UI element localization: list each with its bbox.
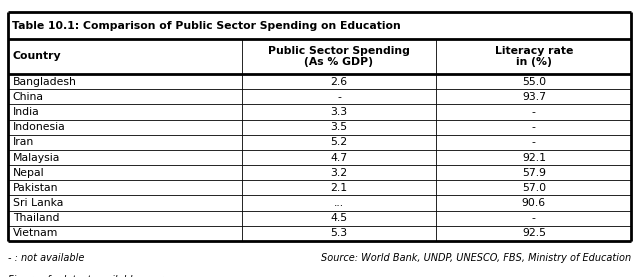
Text: Country: Country [13,52,61,61]
Text: Thailand: Thailand [13,213,59,223]
Text: -: - [532,137,536,147]
Text: 55.0: 55.0 [522,77,546,87]
Text: 93.7: 93.7 [522,92,546,102]
Text: China: China [13,92,44,102]
Text: Pakistan: Pakistan [13,183,58,193]
Text: ...: ... [334,198,344,208]
Text: -: - [337,92,341,102]
Text: Malaysia: Malaysia [13,153,60,163]
Text: 92.1: 92.1 [522,153,546,163]
Text: Sri Lanka: Sri Lanka [13,198,63,208]
Text: India: India [13,107,40,117]
Text: 92.5: 92.5 [522,229,546,238]
Text: Public Sector Spending
(As % GDP): Public Sector Spending (As % GDP) [268,46,410,67]
Text: - : not available: - : not available [8,253,84,263]
Text: 57.0: 57.0 [522,183,546,193]
Text: 2.6: 2.6 [330,77,348,87]
Text: 3.3: 3.3 [330,107,348,117]
Text: Vietnam: Vietnam [13,229,58,238]
Text: Iran: Iran [13,137,34,147]
Text: 90.6: 90.6 [522,198,546,208]
Text: Literacy rate
in (%): Literacy rate in (%) [495,46,573,67]
Text: Nepal: Nepal [13,168,44,178]
Text: 2.1: 2.1 [330,183,348,193]
Text: -: - [532,213,536,223]
Text: 4.7: 4.7 [330,153,348,163]
Text: Table 10.1: Comparison of Public Sector Spending on Education: Table 10.1: Comparison of Public Sector … [12,20,400,30]
Text: 5.2: 5.2 [330,137,348,147]
Text: -: - [532,122,536,132]
Text: 3.2: 3.2 [330,168,348,178]
Text: Source: World Bank, UNDP, UNESCO, FBS, Ministry of Education: Source: World Bank, UNDP, UNESCO, FBS, M… [321,253,631,263]
Text: 57.9: 57.9 [522,168,546,178]
Text: 5.3: 5.3 [330,229,348,238]
Text: 3.5: 3.5 [330,122,348,132]
Text: Figures for latest available year: Figures for latest available year [8,275,163,277]
Text: Indonesia: Indonesia [13,122,66,132]
Text: 4.5: 4.5 [330,213,348,223]
Text: -: - [532,107,536,117]
Text: Bangladesh: Bangladesh [13,77,77,87]
